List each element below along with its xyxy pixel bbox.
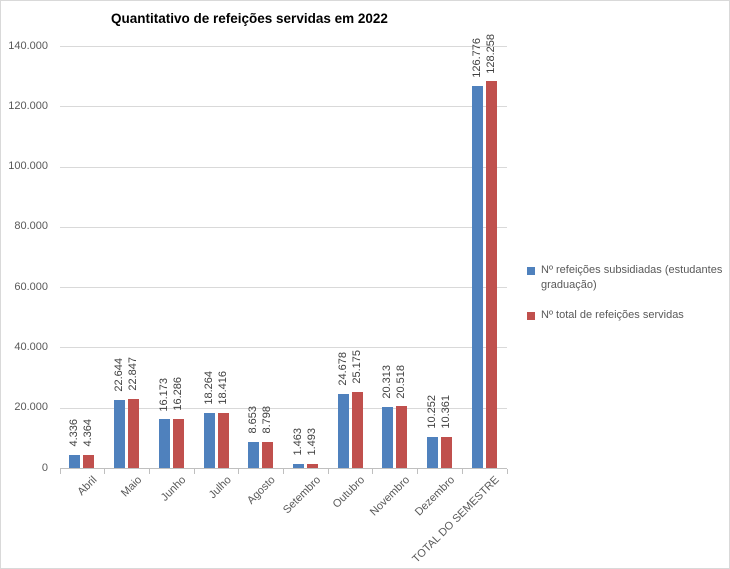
bar-value-label: 20.313 (381, 365, 394, 399)
bar-value-label: 25.175 (350, 350, 363, 385)
bar-subsidiadas-9 (471, 85, 483, 468)
bar-total-7 (396, 406, 408, 468)
bar-total-5 (306, 463, 318, 468)
bar-total-4 (262, 441, 274, 468)
y-tick-label: 80.000 (14, 220, 48, 233)
x-axis-tick (327, 469, 329, 474)
x-tick-label: Abril (75, 474, 100, 499)
bar-value-label: 4.336 (68, 419, 81, 447)
chart-title: Quantitativo de refeições servidas em 20… (111, 11, 388, 26)
bar-total-0 (83, 454, 95, 468)
x-tick-label: Outubro (331, 474, 368, 511)
x-tick-label: Julho (206, 474, 234, 502)
x-axis-tick (372, 469, 374, 474)
y-tick-label: 100.000 (8, 160, 48, 173)
bar-subsidiadas-2 (158, 419, 170, 468)
legend-swatch-red-icon (527, 312, 535, 320)
x-axis-tick (59, 469, 61, 474)
x-axis-tick (283, 469, 284, 474)
x-tick-label: Maio (118, 474, 144, 500)
legend-item-total: Nº total de refeições servidas (527, 308, 725, 323)
bar-subsidiadas-0 (69, 454, 81, 468)
x-axis-tick (506, 469, 508, 474)
bar-total-9 (485, 81, 497, 468)
bar-subsidiadas-7 (382, 406, 394, 468)
bar-subsidiadas-8 (427, 437, 438, 468)
bar-total-6 (351, 392, 363, 468)
legend-label: Nº total de refeições servidas (541, 309, 684, 321)
bar-value-label: 24.678 (336, 351, 349, 386)
x-axis-tick (238, 469, 240, 474)
bar-value-label: 8.653 (247, 406, 260, 434)
y-tick-label: 20.000 (14, 401, 48, 414)
y-tick-label: 120.000 (8, 99, 48, 112)
bar-total-1 (128, 399, 140, 468)
x-tick-label: Dezembro (412, 474, 457, 519)
y-tick-label: 40.000 (14, 340, 48, 353)
bar-subsidiadas-4 (248, 441, 260, 468)
bar-value-label: 126.776 (470, 38, 483, 78)
bar-value-label: 128.258 (484, 33, 497, 74)
bar-value-label: 18.264 (202, 371, 215, 405)
bar-subsidiadas-3 (203, 412, 215, 468)
x-axis-line (59, 468, 507, 469)
bar-value-label: 20.518 (395, 364, 408, 399)
x-axis-tick (193, 469, 195, 474)
gridline (59, 166, 507, 168)
x-tick-label: Junho (159, 474, 189, 504)
x-tick-label: TOTAL DO SEMESTRE (410, 474, 502, 566)
bar-subsidiadas-6 (337, 393, 349, 468)
gridline (59, 46, 507, 47)
x-axis-tick (461, 469, 463, 474)
bar-value-label: 16.173 (157, 377, 170, 412)
bar-subsidiadas-5 (292, 463, 304, 468)
legend-item-subsidiadas: Nº refeições subsidiadas (estudantes gra… (527, 263, 725, 293)
x-tick-label: Agosto (245, 474, 279, 507)
gridline (59, 287, 507, 289)
bar-total-2 (172, 418, 184, 468)
x-axis-tick (417, 469, 419, 474)
bar-value-label: 22.644 (113, 358, 126, 392)
legend-label: Nº refeições subsidiadas (estudantes gra… (541, 264, 723, 291)
bar-value-label: 10.361 (440, 395, 452, 429)
legend: Nº refeições subsidiadas (estudantes gra… (527, 263, 725, 338)
gridline (59, 106, 507, 108)
x-axis-tick (104, 469, 106, 474)
y-tick-label: 140.000 (8, 39, 48, 52)
bar-total-8 (441, 436, 452, 468)
x-axis-tick (148, 469, 150, 474)
bar-value-label: 16.286 (171, 377, 184, 411)
bar-value-label: 18.416 (216, 370, 229, 405)
legend-swatch-blue-icon (527, 267, 535, 275)
bar-value-label: 4.364 (82, 419, 95, 447)
gridline (59, 407, 507, 409)
bar-value-label: 8.798 (261, 405, 274, 434)
y-tick-label: 0 (41, 461, 48, 474)
bar-total-3 (217, 412, 229, 468)
bar-subsidiadas-1 (114, 399, 126, 468)
x-tick-label: Setembro (280, 474, 323, 517)
x-tick-label: Novembro (367, 474, 413, 519)
bar-value-label: 10.252 (426, 395, 438, 430)
bar-value-label: 22.847 (127, 357, 140, 392)
bar-value-label: 1.463 (291, 428, 304, 456)
y-tick-label: 60.000 (14, 280, 48, 293)
gridline (59, 347, 507, 349)
gridline (59, 226, 507, 228)
bar-value-label: 1.493 (305, 427, 318, 456)
